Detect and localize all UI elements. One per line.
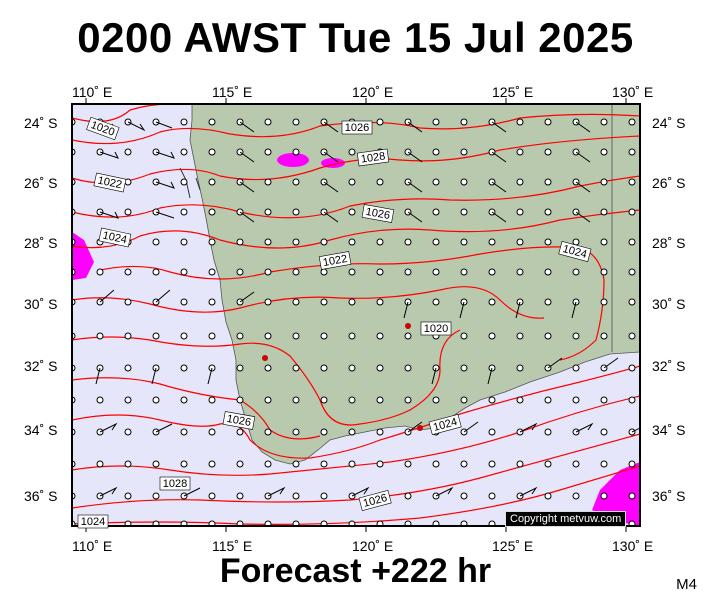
svg-text:1026: 1026 bbox=[345, 122, 369, 134]
isobar-label: 1026 bbox=[358, 489, 392, 512]
model-label: M4 bbox=[676, 576, 697, 593]
isobar-label: 1028 bbox=[356, 148, 390, 167]
lon-label-top: 115˚ E bbox=[212, 84, 253, 100]
pressure-centre-marker bbox=[262, 355, 268, 361]
lat-label-right: 28˚ S bbox=[652, 235, 686, 251]
rain-area bbox=[592, 462, 640, 526]
lat-label-left: 26˚ S bbox=[24, 175, 58, 191]
lon-label-top: 130˚ E bbox=[612, 84, 654, 100]
lat-label-left: 32˚ S bbox=[24, 358, 58, 374]
svg-text:1028: 1028 bbox=[360, 150, 386, 165]
pressure-centre-marker bbox=[405, 323, 411, 329]
isobar-label: 1024 bbox=[428, 413, 462, 436]
lat-label-right: 24˚ S bbox=[652, 115, 686, 131]
isobar-label: 1022 bbox=[318, 251, 352, 270]
svg-text:1020: 1020 bbox=[424, 323, 448, 335]
isobar-label: 1022 bbox=[93, 172, 127, 193]
map-title: 0200 AWST Tue 15 Jul 2025 bbox=[77, 14, 634, 61]
isobar-label: 1026 bbox=[361, 204, 395, 223]
svg-text:1026: 1026 bbox=[365, 206, 391, 222]
svg-text:1024: 1024 bbox=[81, 516, 105, 528]
lat-label-right: 30˚ S bbox=[652, 296, 686, 312]
lon-label-top: 120˚ E bbox=[352, 84, 394, 100]
lat-label-right: 26˚ S bbox=[652, 175, 686, 191]
lat-label-right: 32˚ S bbox=[652, 358, 686, 374]
land-australia bbox=[189, 104, 640, 465]
svg-text:1026: 1026 bbox=[226, 413, 252, 429]
rain-area bbox=[277, 153, 309, 167]
copyright-label: Copyright metvuw.com bbox=[505, 511, 627, 527]
forecast-hour: Forecast +222 hr bbox=[219, 552, 492, 590]
lat-label-left: 30˚ S bbox=[24, 296, 58, 312]
lon-label-top: 125˚ E bbox=[492, 84, 534, 100]
lon-label-bottom: 130˚ E bbox=[612, 538, 654, 554]
lat-label-left: 28˚ S bbox=[24, 235, 58, 251]
isobar-label: 1026 bbox=[341, 120, 373, 135]
svg-text:1028: 1028 bbox=[163, 478, 187, 490]
frame-ticks bbox=[85, 98, 627, 532]
lon-label-bottom: 110˚ E bbox=[72, 538, 113, 554]
isobar-label: 1024 bbox=[98, 227, 132, 248]
isobar-label: 1026 bbox=[222, 411, 256, 430]
lat-label-right: 36˚ S bbox=[652, 488, 686, 504]
pressure-centre-marker bbox=[417, 425, 423, 431]
lon-label-bottom: 115˚ E bbox=[212, 538, 253, 554]
svg-text:1022: 1022 bbox=[322, 253, 348, 269]
lon-label-bottom: 125˚ E bbox=[492, 538, 534, 554]
wind-stations bbox=[72, 118, 636, 526]
map-frame bbox=[71, 103, 641, 527]
isobar-label: 1024 bbox=[77, 514, 109, 529]
lon-label-top: 110˚ E bbox=[72, 84, 113, 100]
svg-text:1024: 1024 bbox=[102, 230, 128, 247]
isobar-label: 1020 bbox=[420, 321, 452, 336]
lon-label-bottom: 120˚ E bbox=[352, 538, 394, 554]
isobar-label: 1024 bbox=[558, 240, 592, 263]
svg-text:1022: 1022 bbox=[97, 175, 123, 192]
lat-label-left: 24˚ S bbox=[24, 115, 58, 131]
lat-label-left: 36˚ S bbox=[24, 488, 58, 504]
isobar-label: 1028 bbox=[159, 476, 191, 491]
rain-area bbox=[72, 232, 94, 280]
lat-label-right: 34˚ S bbox=[652, 422, 686, 438]
lat-label-left: 34˚ S bbox=[24, 422, 58, 438]
